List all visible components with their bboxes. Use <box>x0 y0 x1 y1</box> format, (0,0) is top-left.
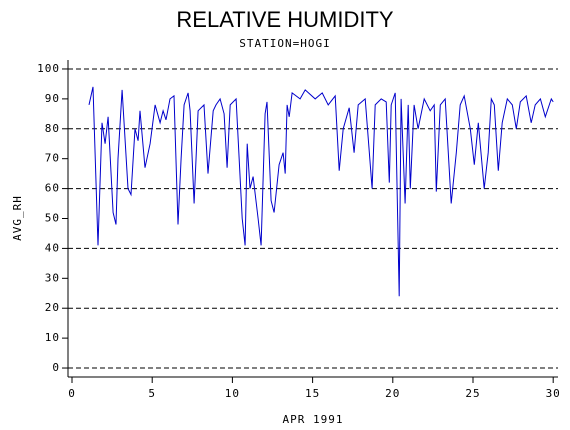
x-axis-label: APR 1991 <box>283 413 344 426</box>
y-tick-label: 30 <box>45 271 60 284</box>
x-tick-label: 25 <box>465 387 480 400</box>
y-tick-label: 10 <box>45 331 60 344</box>
y-tick-label: 100 <box>37 62 60 75</box>
chart-title: RELATIVE HUMIDITY <box>176 7 394 32</box>
x-tick-label: 0 <box>68 387 76 400</box>
y-tick-label: 50 <box>45 212 60 225</box>
x-tick-label: 15 <box>305 387 320 400</box>
x-tick-label: 10 <box>225 387 240 400</box>
y-tick-label: 20 <box>45 301 60 314</box>
x-tick-label: 5 <box>148 387 156 400</box>
chart-subtitle: STATION=HOGI <box>239 37 330 50</box>
y-tick-label: 80 <box>45 122 60 135</box>
y-tick-label: 0 <box>52 361 60 374</box>
y-tick-label: 40 <box>45 241 60 254</box>
y-tick-label: 70 <box>45 152 60 165</box>
x-tick-label: 30 <box>546 387 561 400</box>
y-tick-label: 60 <box>45 182 60 195</box>
data-line <box>88 86 554 297</box>
y-tick-label: 90 <box>45 92 60 105</box>
y-axis-label: AVG_RH <box>11 195 24 241</box>
x-tick-label: 20 <box>385 387 400 400</box>
